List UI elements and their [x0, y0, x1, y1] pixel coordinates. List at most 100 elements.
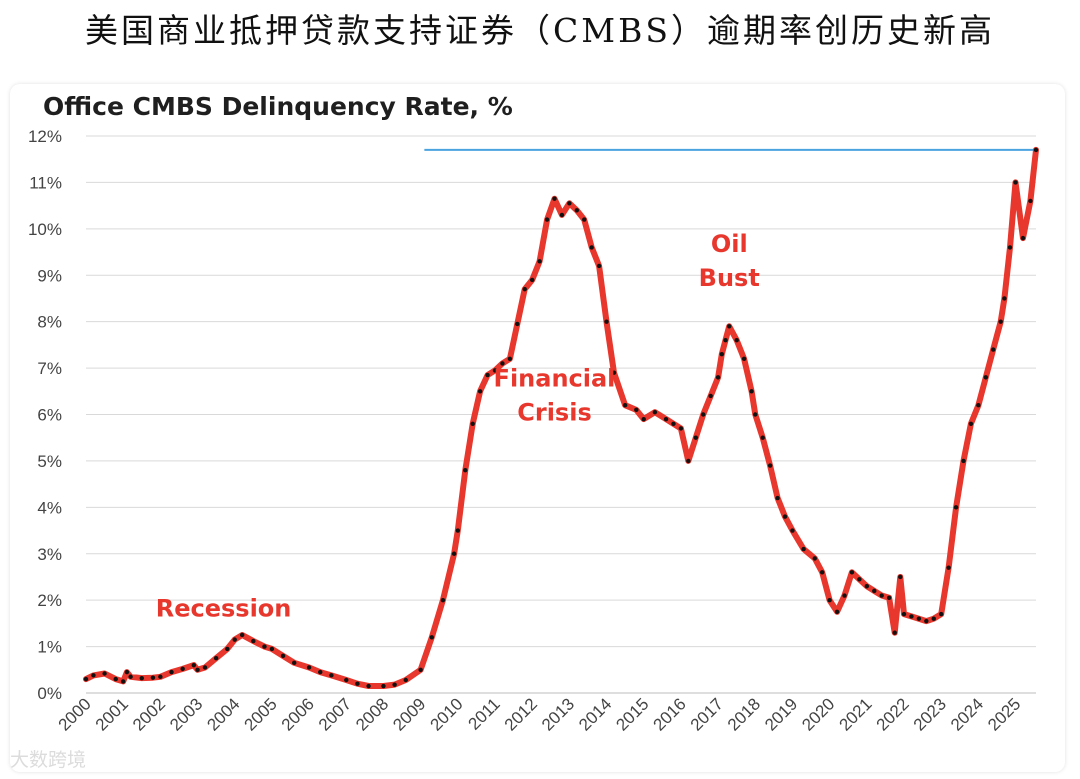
chart-card [10, 84, 1065, 772]
x-tick-label: 2003 [166, 694, 206, 734]
x-tick-label: 2014 [575, 694, 615, 734]
data-point [537, 259, 542, 264]
annotation-label: Bust [699, 264, 760, 292]
data-point [916, 616, 922, 621]
data-point [864, 584, 870, 589]
y-tick-label: 1% [37, 638, 62, 657]
data-point [946, 565, 951, 570]
data-point [128, 674, 133, 679]
data-point [191, 662, 197, 668]
data-point [429, 635, 434, 640]
data-point [582, 217, 587, 222]
data-point [169, 669, 174, 675]
data-point [693, 435, 698, 440]
data-point [403, 677, 408, 683]
data-point [158, 674, 163, 679]
data-point [139, 675, 144, 681]
y-tick-label: 7% [37, 359, 62, 378]
data-point [329, 673, 334, 678]
data-point [589, 245, 594, 250]
annotation-label: Financial [494, 365, 616, 393]
data-point [741, 356, 747, 361]
annotation-label: Crisis [517, 399, 591, 427]
data-point [991, 347, 996, 352]
data-point [470, 421, 475, 426]
y-tick-label: 5% [37, 452, 62, 471]
data-point [522, 286, 527, 292]
data-point [849, 570, 855, 575]
data-point [775, 495, 780, 501]
data-point [892, 630, 897, 635]
data-point [418, 667, 423, 672]
page-title: 美国商业抵押贷款支持证券（CMBS）逾期率创历史新高 [85, 11, 995, 50]
data-point [318, 669, 323, 675]
y-tick-label: 2% [37, 591, 62, 610]
x-tick-label: 2008 [352, 694, 392, 734]
y-tick-label: 10% [28, 220, 62, 239]
data-point [953, 505, 959, 510]
data-point [567, 201, 572, 206]
x-tick-label: 2006 [278, 694, 318, 734]
data-point [124, 669, 130, 675]
x-tick-label: 2002 [129, 694, 169, 734]
data-point [492, 368, 498, 373]
data-point [251, 638, 256, 644]
data-point [760, 435, 765, 440]
y-tick-label: 6% [37, 406, 62, 425]
data-point [451, 551, 457, 556]
data-point [857, 577, 862, 582]
data-point [213, 655, 219, 661]
data-point [102, 671, 107, 676]
x-tick-label: 2018 [724, 694, 764, 734]
data-point [1013, 180, 1018, 185]
x-tick-label: 2009 [389, 694, 429, 734]
data-point [180, 666, 185, 672]
x-tick-label: 2021 [835, 694, 875, 734]
x-tick-label: 2017 [687, 694, 727, 734]
data-point [998, 319, 1003, 324]
data-point [574, 208, 580, 213]
data-point [961, 458, 966, 464]
data-point [734, 338, 739, 343]
chart-title: Office CMBS Delinquency Rate, % [43, 92, 513, 121]
y-tick-label: 4% [37, 498, 62, 517]
data-point [898, 574, 903, 580]
data-point [782, 514, 788, 519]
data-point [938, 611, 944, 617]
x-tick-label: 2019 [761, 694, 801, 734]
x-tick-label: 2012 [501, 694, 541, 734]
data-point [872, 588, 877, 594]
data-point [827, 597, 832, 603]
data-point [477, 389, 483, 394]
data-point [749, 389, 754, 394]
data-point [708, 393, 713, 399]
data-point [455, 528, 461, 533]
data-point [113, 676, 118, 682]
annotation-label: Recession [156, 594, 292, 622]
x-tick-label: 2011 [465, 694, 504, 733]
y-tick-label: 3% [37, 545, 62, 564]
data-point [1007, 245, 1013, 250]
data-point [83, 676, 89, 682]
data-point [968, 421, 974, 426]
data-point [239, 632, 245, 638]
data-point [719, 351, 725, 357]
data-point [931, 616, 936, 621]
data-point [753, 412, 758, 417]
data-point [500, 361, 505, 366]
data-point [727, 324, 732, 329]
data-point [622, 403, 628, 408]
annotation-label: Oil [711, 230, 748, 258]
data-point [463, 468, 468, 473]
data-point [723, 338, 728, 343]
data-point [485, 372, 490, 378]
data-point [901, 611, 907, 617]
data-point [440, 597, 446, 603]
x-tick-label: 2022 [873, 694, 913, 734]
data-point [1028, 198, 1033, 204]
data-point [663, 416, 669, 422]
data-point [232, 637, 237, 642]
data-point [820, 570, 825, 575]
data-point [344, 677, 349, 683]
